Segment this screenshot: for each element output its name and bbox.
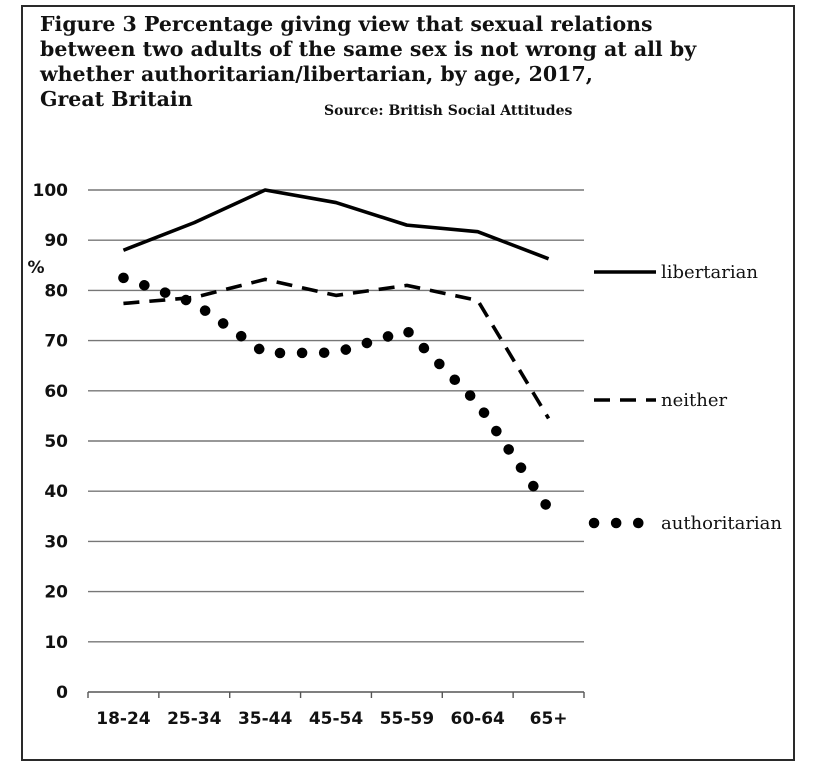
x-tick-label: 65+ <box>530 709 568 729</box>
legend-label-libertarian: libertarian <box>661 262 758 283</box>
y-tick-label: 20 <box>44 583 68 603</box>
y-tick-label: 40 <box>44 482 68 502</box>
y-tick-label: 80 <box>44 281 68 301</box>
y-tick-label: 60 <box>44 382 68 402</box>
x-tick-label: 35-44 <box>238 709 293 729</box>
y-tick-label: 0 <box>56 683 68 703</box>
x-tick-label: 25-34 <box>167 709 222 729</box>
series-line-neither <box>123 277 551 420</box>
figure-frame <box>21 5 795 761</box>
y-tick-label: 10 <box>44 633 68 653</box>
title-line: whether authoritarian/libertarian, by ag… <box>40 62 593 86</box>
y-tick-label: 30 <box>44 532 68 552</box>
y-tick-label: 100 <box>33 181 69 201</box>
figure-title: Figure 3 Percentage giving view that sex… <box>40 12 720 112</box>
y-tick-label: 50 <box>44 432 68 452</box>
y-tick-label: 90 <box>44 231 68 251</box>
source-note: Source: British Social Attitudes <box>324 103 573 119</box>
title-line: Figure 3 Percentage giving view that sex… <box>40 12 653 36</box>
y-axis-label: % <box>27 258 44 278</box>
legend-label-authoritarian: authoritarian <box>661 513 782 534</box>
x-tick-label: 55-59 <box>380 709 434 729</box>
title-line: Great Britain <box>40 87 193 111</box>
x-tick-label: 45-54 <box>309 709 364 729</box>
title-line: between two adults of the same sex is no… <box>40 37 697 61</box>
x-tick-label: 60-64 <box>451 709 506 729</box>
y-tick-label: 70 <box>44 332 68 352</box>
x-tick-label: 18-24 <box>96 709 151 729</box>
legend-label-neither: neither <box>661 390 727 411</box>
series-line-libertarian <box>122 188 550 261</box>
